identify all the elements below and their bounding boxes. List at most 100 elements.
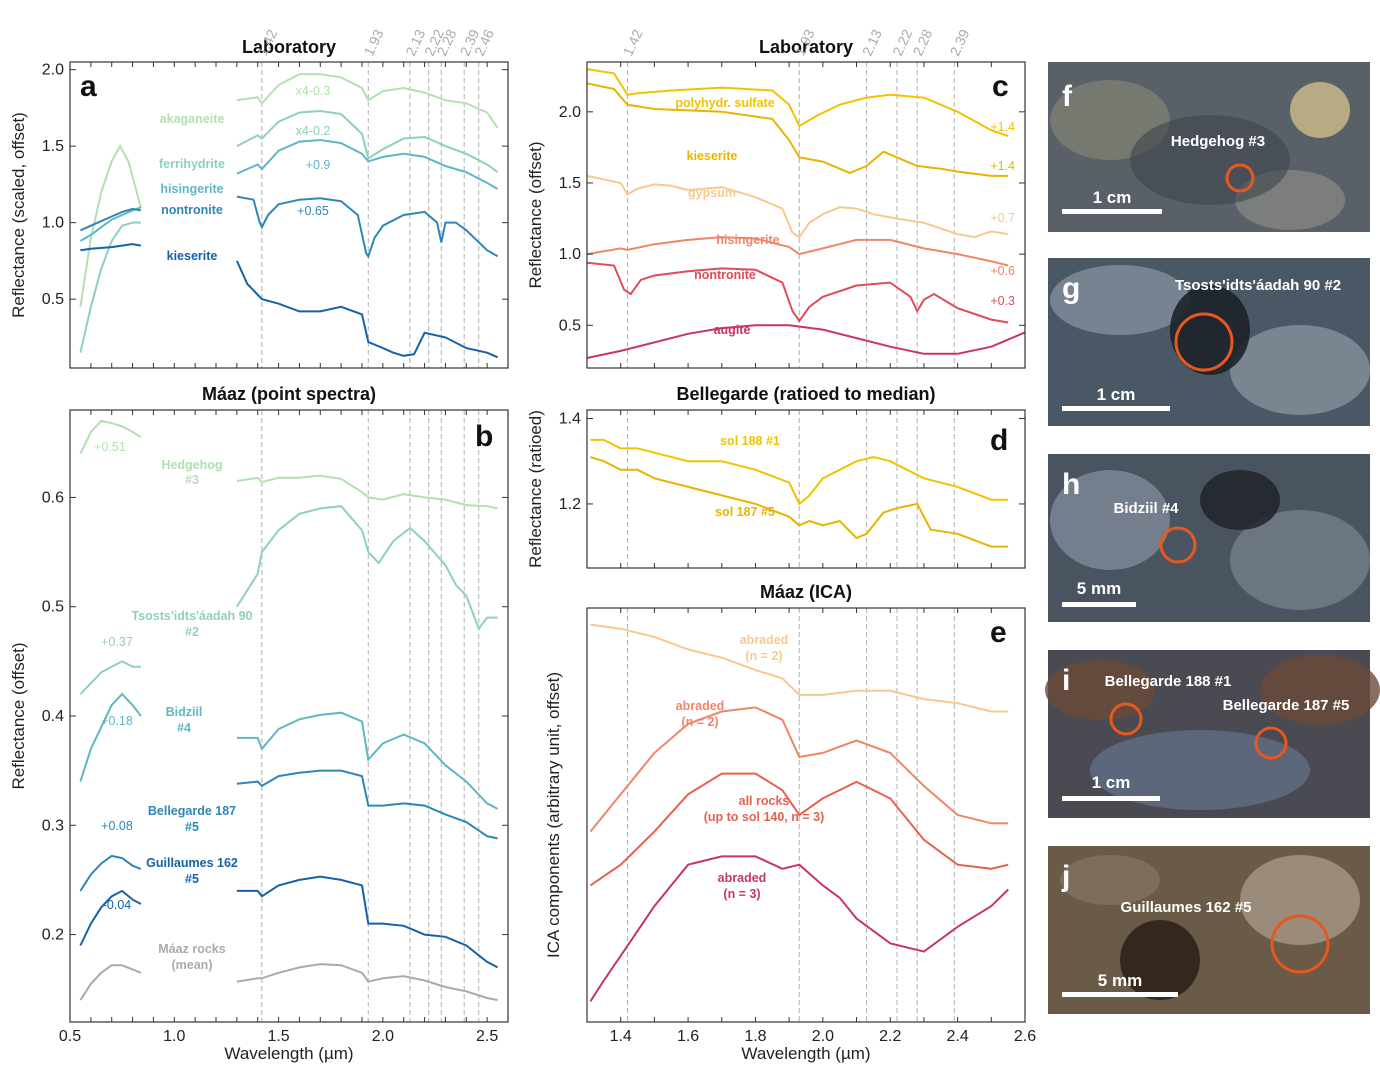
- x-tick-label-b: 0.5: [59, 1028, 81, 1045]
- panel-b-label-tsosts-2: #2: [185, 625, 199, 639]
- series-b-tsosts-idts-adah-90-2-vis: [79, 660, 141, 695]
- panel-e-label-1b: (n = 2): [745, 649, 782, 663]
- series-b-bidziil-4-nir: [236, 711, 499, 810]
- y-tick-label-d: 1.4: [559, 411, 581, 428]
- series-a-akaganeite-nir: [236, 73, 499, 129]
- panel-a: Laboratory 0.5 1.0 1.5 2.0 a Reflectance (s…: [9, 37, 509, 369]
- panel-c-offset-kieserite: +1.4: [990, 159, 1015, 173]
- x-tick-label-e: 2.6: [1014, 1028, 1036, 1045]
- y-tick-label-b: 0.6: [42, 489, 64, 506]
- series-a-hisingerite-nir: [236, 138, 499, 190]
- panel-c-letter: c: [992, 70, 1009, 103]
- image-f-texture-2: [1290, 82, 1350, 138]
- panel-b-label-maaz-1: Máaz rocks: [158, 942, 225, 956]
- image-i-texture-2: [1260, 655, 1380, 725]
- image-h-texture-1: [1050, 470, 1170, 570]
- panel-c-offset-gypsum: +0.7: [990, 211, 1015, 225]
- panel-d-label-sol188: sol 188 #1: [720, 434, 780, 448]
- panel-c-label-gypsum: gypsum: [688, 186, 736, 200]
- panel-a-offset-nontronite: +0.65: [297, 204, 329, 218]
- panel-b-label-bidziil-2: #4: [177, 721, 191, 735]
- panel-e-title: Máaz (ICA): [760, 582, 852, 602]
- series-c-gypsum: [587, 174, 1009, 239]
- panel-b-title: Máaz (point spectra): [202, 384, 376, 404]
- series-b-hedgehog-3-vis: [79, 419, 142, 455]
- panel-a-offset-ferrihydrite: x4-0.2: [296, 124, 331, 138]
- image-i-target-label-1: Bellegarde 188 #1: [1105, 673, 1232, 690]
- image-h-target-circle: [1159, 526, 1197, 564]
- image-j-target-circle: [1270, 914, 1330, 974]
- x-tick-label-e: 2.4: [946, 1028, 968, 1045]
- image-g-texture-2: [1230, 325, 1370, 415]
- panel-b-letter: b: [475, 420, 493, 453]
- panel-e-label-3b: (up to sol 140, n = 3): [704, 810, 825, 824]
- series-a-akaganeite-vis: [79, 144, 142, 307]
- y-tick-label-c: 0.5: [559, 317, 581, 334]
- panel-a-label-ferrihydrite: ferrihydrite: [159, 157, 225, 171]
- image-panel-h: h Bidziil #4 5 mm: [1048, 454, 1370, 622]
- image-i-scale-label: 1 cm: [1092, 773, 1131, 792]
- panel-b-label-maaz-2: (mean): [172, 958, 213, 972]
- panel-a-title: Laboratory: [242, 37, 336, 57]
- band-label: 2.13: [859, 27, 885, 59]
- x-tick-label-e: 1.8: [744, 1028, 766, 1045]
- panel-a-label-hisingerite: hisingerite: [160, 182, 223, 196]
- series-b-tsosts-idts-adah-90-2-nir: [236, 505, 498, 631]
- image-i-target-circle-2: [1254, 726, 1288, 760]
- panel-e-frame: [586, 607, 1026, 1023]
- panel-d-ylabel: Reflectance (ratioed): [526, 410, 545, 568]
- image-f-scale-bar: [1062, 209, 1162, 214]
- image-j-letter: j: [1061, 860, 1070, 893]
- x-tick-label-e: 1.6: [677, 1028, 699, 1045]
- y-tick-label-b: 0.2: [42, 927, 64, 944]
- image-j-target-label: Guillaumes 162 #5: [1121, 899, 1252, 916]
- series-d-sol-188-1: [590, 438, 1009, 506]
- series-b-hedgehog-3-nir: [236, 474, 498, 510]
- series-e-abraded-n-2: [589, 706, 1009, 833]
- y-tick-label-b: 0.3: [42, 817, 64, 834]
- panel-c-offset-polyhydr: +1.4: [990, 120, 1015, 134]
- panel-a-label-nontronite: nontronite: [161, 203, 223, 217]
- x-tick-label-b: 2.5: [476, 1028, 498, 1045]
- y-tick-label-a: 1.0: [42, 215, 64, 232]
- x-tick-label-e: 2.0: [812, 1028, 834, 1045]
- panel-b-label-bellegarde-2: #5: [185, 820, 199, 834]
- image-panel-g: g Tsosts'idts'áadah 90 #2 1 cm: [1048, 258, 1370, 426]
- series-a-nontronite-vis: [79, 207, 142, 232]
- image-f-texture-4: [1130, 115, 1290, 205]
- image-h-texture-3: [1200, 470, 1280, 530]
- panel-b-label-bellegarde-1: Bellegarde 187: [148, 804, 236, 818]
- series-b-bellegarde-187-5-vis: [79, 854, 142, 892]
- image-panel-f: f Hedgehog #3 1 cm: [1048, 62, 1370, 232]
- panel-a-letter: a: [80, 70, 97, 103]
- y-tick-label-c: 2.0: [559, 104, 581, 121]
- panel-b-label-guillaumes-2: #5: [185, 872, 199, 886]
- panel-c-label-hisingerite: hisingerite: [716, 233, 779, 247]
- panel-d-band-lines: [626, 410, 955, 568]
- band-label: 2.39: [946, 27, 972, 59]
- panel-e-letter: e: [990, 616, 1007, 649]
- y-tick-label-d: 1.2: [559, 496, 581, 513]
- panel-c-offset-hisingerite: +0.6: [990, 264, 1015, 278]
- image-g-target-circle: [1174, 312, 1234, 372]
- panel-c-label-kieserite: kieserite: [687, 149, 738, 163]
- panel-b-x-ticks: 0.5 1.0 1.5 2.0 2.5: [59, 410, 509, 1045]
- series-b-guillaumes-162-5-vis: [79, 889, 142, 946]
- image-j-texture-3: [1060, 855, 1160, 905]
- panel-c-frame: [586, 61, 1026, 369]
- panel-c-title: Laboratory: [759, 37, 853, 57]
- band-label: 1.42: [620, 27, 646, 59]
- panel-b-xlabel: Wavelength (µm): [224, 1044, 353, 1063]
- series-e-abraded-n-2: [590, 623, 1009, 713]
- panel-d: Bellegarde (ratioed to median) 1.21.4 d …: [526, 384, 1026, 569]
- image-i-texture-3: [1090, 730, 1310, 810]
- panel-e-x-ticks: 1.4 1.6 1.8 2.0 2.2 2.4 2.6: [586, 608, 1036, 1045]
- image-g-scale-bar: [1062, 406, 1170, 411]
- panel-d-series: [590, 438, 1009, 548]
- band-label: 1.93: [360, 27, 386, 59]
- image-h-scale-label: 5 mm: [1077, 579, 1121, 598]
- panel-d-y-ticks: 1.2 1.4: [559, 411, 1025, 513]
- image-i-target-circle-1: [1109, 702, 1143, 736]
- x-tick-label-e: 1.4: [610, 1028, 632, 1045]
- band-label: 2.28: [909, 27, 935, 59]
